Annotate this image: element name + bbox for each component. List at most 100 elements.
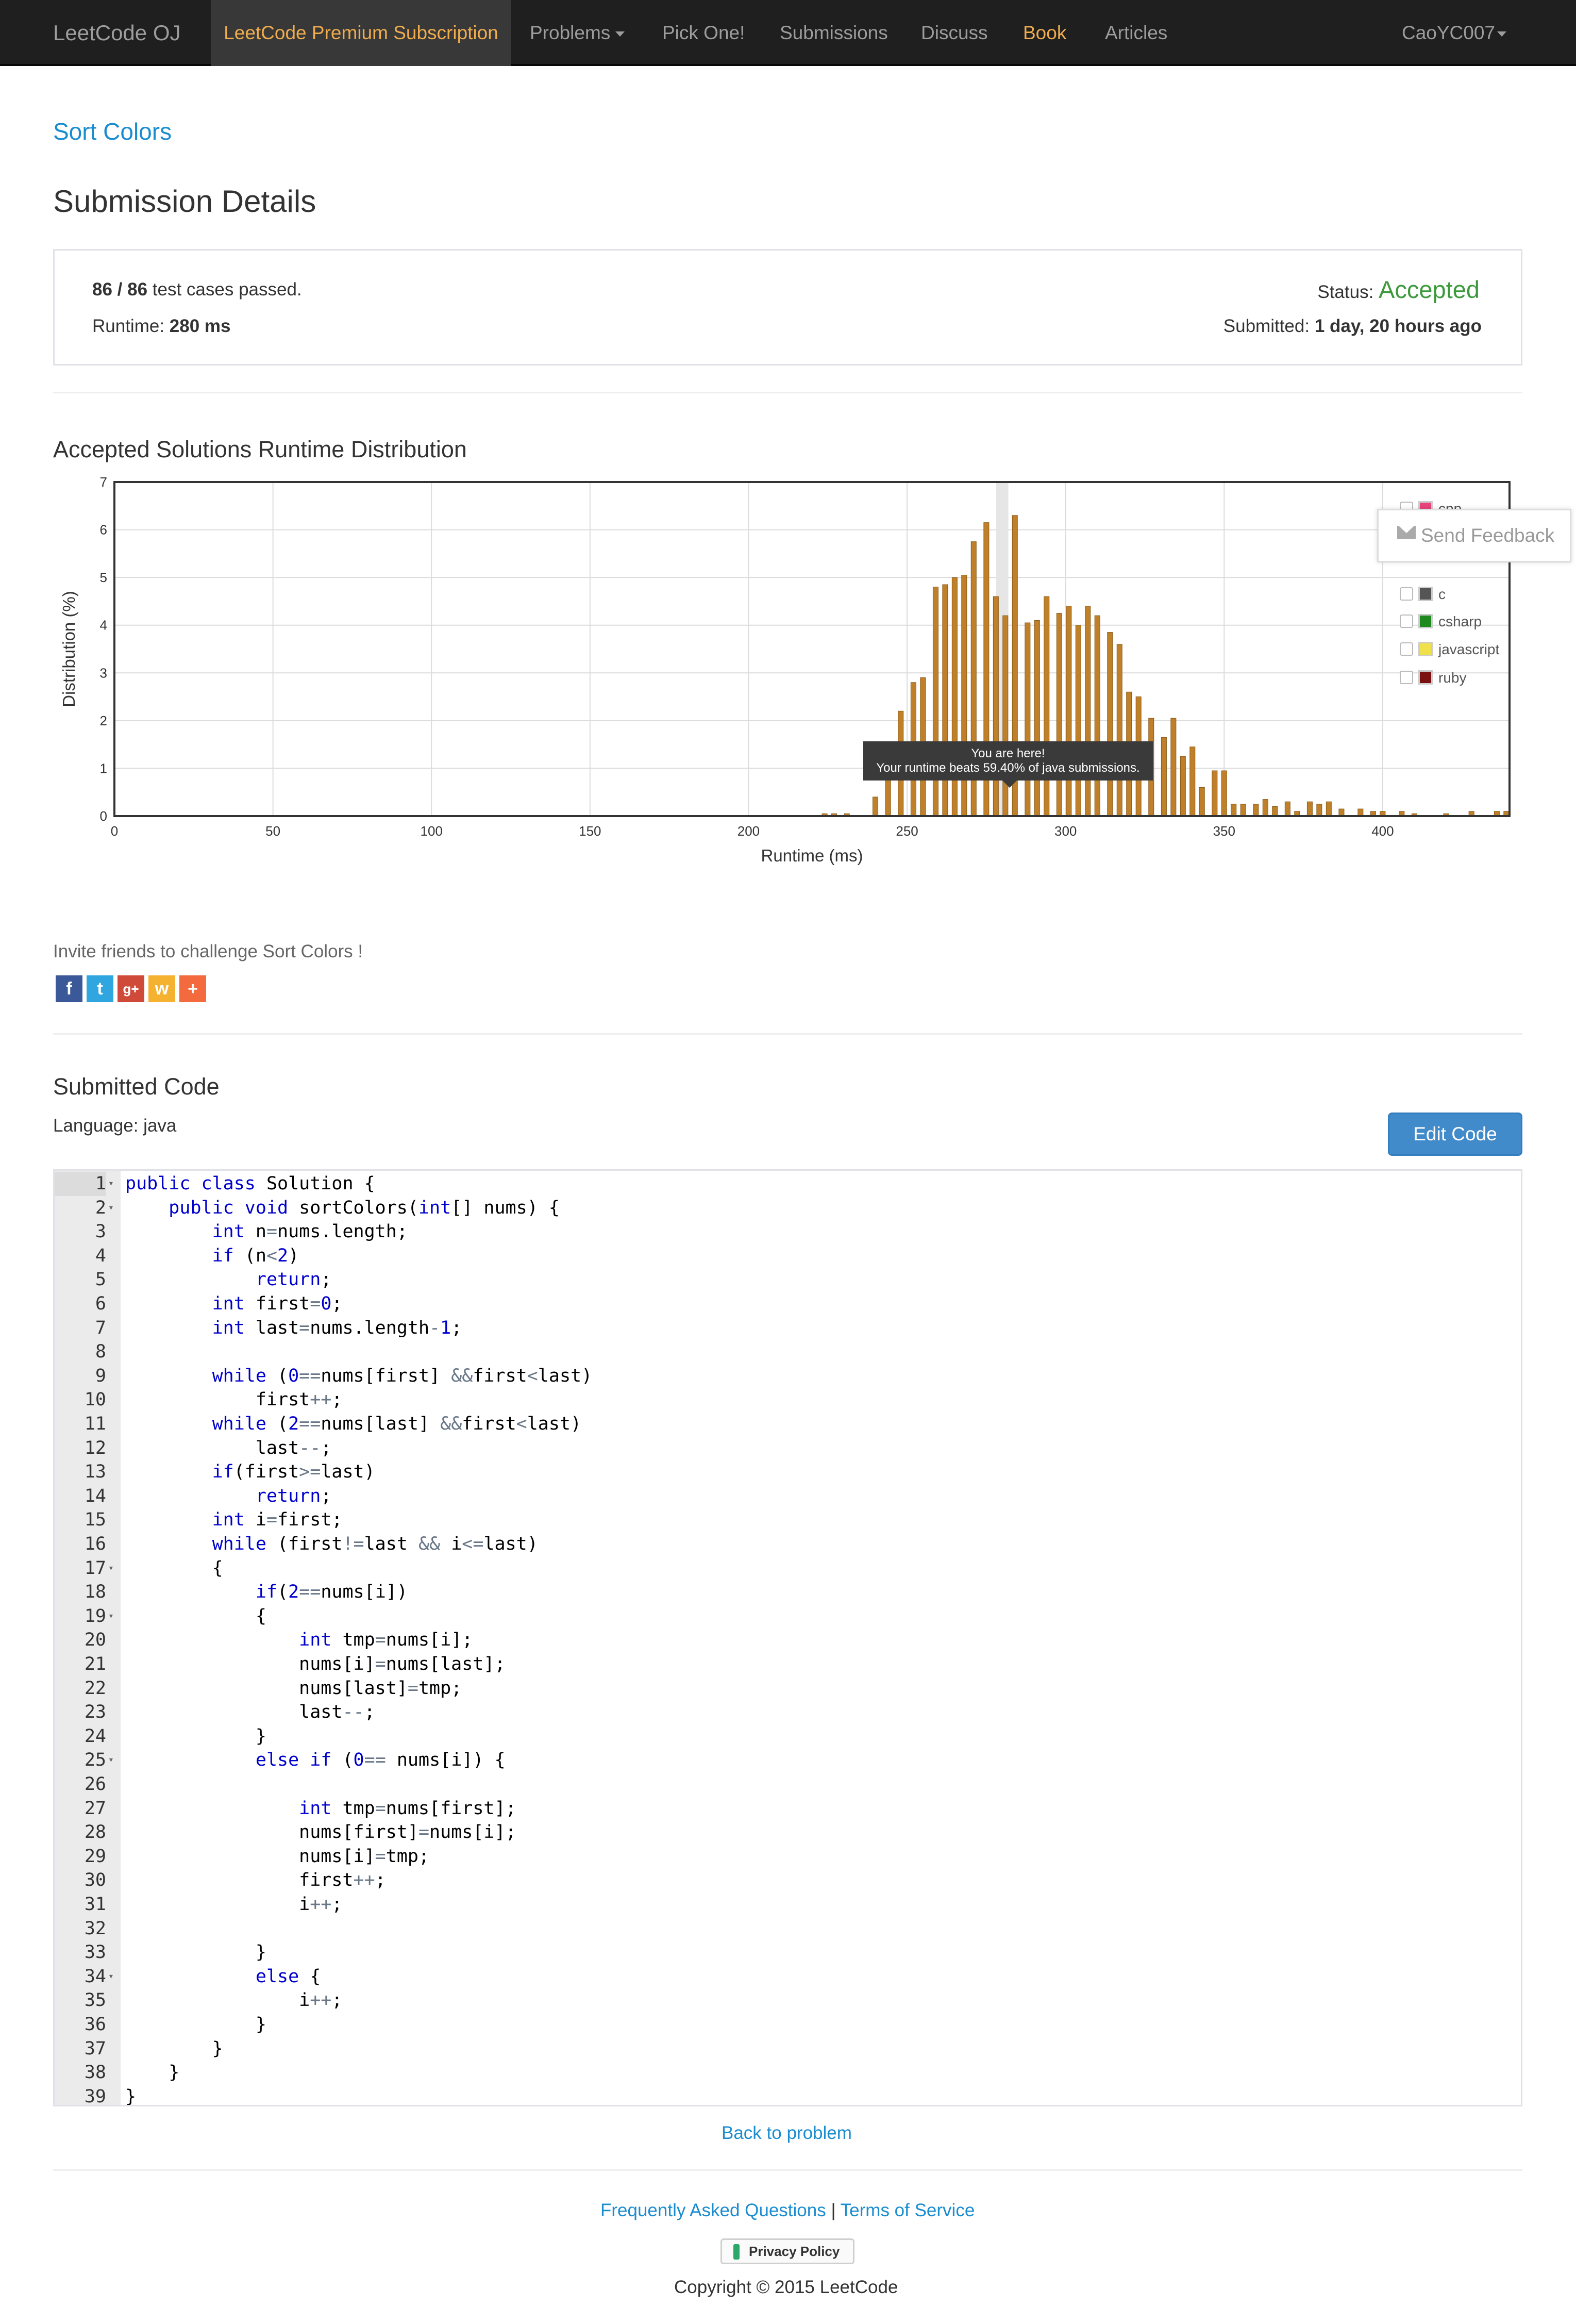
fold-toggle-icon[interactable]: ▾: [108, 1754, 114, 1766]
code-token: [125, 1966, 256, 1987]
y-tick-label: 5: [100, 570, 107, 585]
nav-book[interactable]: Book: [1023, 22, 1067, 43]
code-token: ;: [331, 1894, 343, 1915]
legend-checkbox-csharp[interactable]: [1400, 615, 1413, 628]
google-plus-share-icon[interactable]: g+: [118, 975, 144, 1002]
code-token: i: [440, 1534, 462, 1554]
line-number: 29: [84, 1846, 106, 1867]
chart-bar: [1066, 606, 1072, 817]
code-token: nums[last]: [321, 1414, 441, 1434]
facebook-share-icon[interactable]: f: [56, 975, 82, 1002]
line-number: 25: [84, 1750, 106, 1771]
submitted-label: Submitted:: [1223, 316, 1315, 336]
code-token: [125, 1750, 256, 1770]
legend-checkbox-javascript[interactable]: [1400, 642, 1413, 656]
x-tick-label: 400: [1371, 823, 1394, 839]
code-token: [125, 1293, 212, 1314]
legend-checkbox-ruby[interactable]: [1400, 671, 1413, 684]
code-token: int: [418, 1197, 451, 1218]
send-feedback-button[interactable]: Send Feedback: [1377, 509, 1571, 562]
problem-link[interactable]: Sort Colors: [53, 118, 172, 145]
legend-swatch-csharp: [1418, 614, 1433, 628]
code-token: tmp: [331, 1798, 375, 1819]
code-token: [125, 1221, 212, 1242]
code-text: while (first!=last && i<=last): [125, 1532, 538, 1556]
nav-pick-one[interactable]: Pick One!: [662, 22, 745, 43]
line-number: 7: [95, 1317, 106, 1338]
nav-articles[interactable]: Articles: [1105, 22, 1168, 43]
code-line: 36 }: [55, 2013, 1521, 2037]
legend-checkbox-c[interactable]: [1400, 587, 1413, 601]
tooltip-line-1: You are here!: [971, 746, 1045, 760]
code-token: 0: [353, 1750, 364, 1771]
user-menu-dropdown[interactable]: CaoYC007: [1402, 0, 1507, 66]
twitter-share-icon[interactable]: t: [87, 975, 113, 1002]
code-line: 5 return;: [55, 1268, 1521, 1292]
code-token: --: [299, 1437, 321, 1458]
fold-toggle-icon[interactable]: ▾: [108, 1178, 114, 1189]
code-token: nums[first];: [385, 1798, 516, 1819]
line-number: 33: [84, 1942, 106, 1963]
chart-bar: [873, 796, 879, 817]
code-token: last: [364, 1534, 418, 1554]
terms-link[interactable]: Terms of Service: [840, 2200, 975, 2220]
code-token: ==: [299, 1365, 321, 1386]
code-text: else if (0== nums[i]) {: [125, 1748, 506, 1772]
fold-toggle-icon[interactable]: ▾: [108, 1202, 114, 1213]
invite-text: Invite friends to challenge Sort Colors …: [53, 941, 363, 961]
code-token: first;: [277, 1509, 343, 1531]
code-text: public class Solution {: [125, 1172, 375, 1196]
fold-toggle-icon[interactable]: ▾: [108, 1970, 114, 1982]
privacy-policy-badge[interactable]: Privacy Policy: [720, 2238, 854, 2264]
code-token: return: [255, 1269, 321, 1290]
more-share-icon[interactable]: +: [179, 975, 206, 1002]
mail-icon: [1397, 526, 1416, 540]
chart-bar: [1272, 806, 1278, 817]
edit-code-button[interactable]: Edit Code: [1388, 1113, 1522, 1156]
line-number: 22: [84, 1678, 106, 1699]
chart-bar: [1231, 804, 1237, 817]
code-token: }: [125, 1725, 266, 1747]
code-token: last: [125, 1702, 343, 1723]
code-token: =: [310, 1293, 321, 1314]
line-number: 16: [84, 1534, 106, 1554]
code-token: -: [429, 1317, 441, 1338]
chart-bar: [1253, 804, 1259, 817]
code-token: [125, 1246, 212, 1266]
code-line: 26: [55, 1772, 1521, 1797]
chart-bar: [1316, 804, 1322, 817]
code-token: ;: [451, 1317, 462, 1338]
code-token: int: [212, 1293, 245, 1314]
chart-bar: [1180, 756, 1186, 817]
chart-bar: [1116, 644, 1122, 817]
chart-bar: [1338, 808, 1345, 817]
language-label: Language: java: [53, 1116, 177, 1136]
code-token: 0: [321, 1293, 332, 1314]
faq-link[interactable]: Frequently Asked Questions: [600, 2200, 826, 2220]
code-token: first: [462, 1414, 516, 1434]
nav-submissions[interactable]: Submissions: [780, 22, 888, 43]
line-number: 35: [84, 1990, 106, 2011]
code-line: 22 nums[last]=tmp;: [55, 1676, 1521, 1701]
runtime-summary: Runtime: 280 ms: [92, 316, 231, 337]
line-number-gutter: [55, 1171, 121, 2105]
weibo-share-icon[interactable]: w: [148, 975, 175, 1002]
back-to-problem-link[interactable]: Back to problem: [722, 2123, 852, 2143]
code-token: {: [299, 1966, 321, 1987]
brand-logo-link[interactable]: LeetCode OJ: [53, 21, 181, 45]
legend-swatch-ruby: [1418, 670, 1433, 685]
nav-discuss[interactable]: Discuss: [921, 22, 988, 43]
chart-bar: [1094, 615, 1100, 817]
code-editor[interactable]: 1 ▾ public class Solution {2 ▾ public void …: [53, 1169, 1522, 2106]
code-text: return;: [125, 1268, 332, 1292]
chart-bar: [1240, 804, 1246, 817]
fold-toggle-icon[interactable]: ▾: [108, 1562, 114, 1573]
line-number: 26: [84, 1774, 106, 1795]
code-text: int tmp=nums[first];: [125, 1797, 516, 1821]
nav-problems-dropdown[interactable]: Problems: [530, 0, 625, 66]
code-line: 24 }: [55, 1724, 1521, 1749]
code-text: if(2==nums[i]): [125, 1580, 408, 1604]
fold-toggle-icon[interactable]: ▾: [108, 1610, 114, 1621]
status-summary: Status: Accepted: [1317, 275, 1480, 304]
nav-premium-subscription[interactable]: LeetCode Premium Subscription: [211, 0, 511, 66]
